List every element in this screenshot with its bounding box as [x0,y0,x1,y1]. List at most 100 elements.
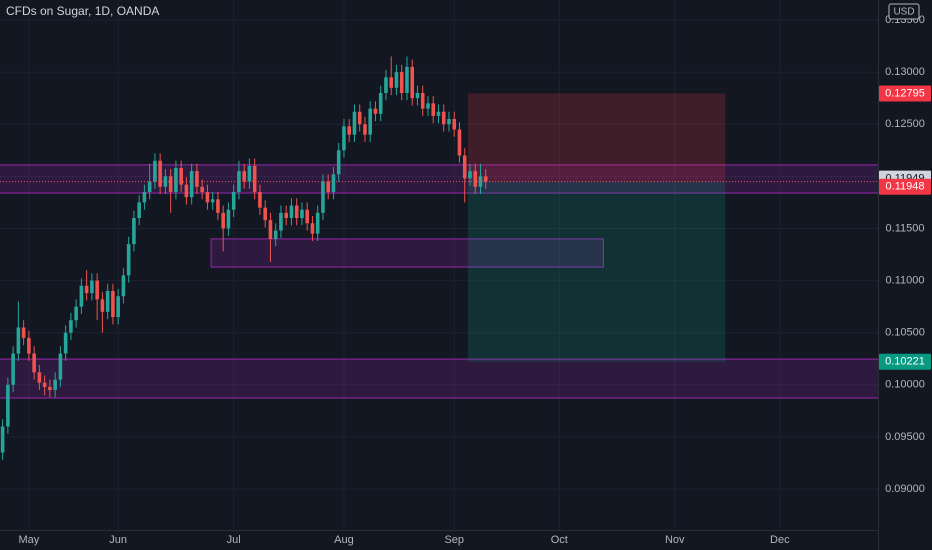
candle-body [420,92,425,109]
x-tick-label: Jul [227,534,241,546]
candle-body [147,181,152,192]
candle-body [84,285,89,294]
candle-body [284,212,288,219]
candle-body [216,199,220,213]
chart-title: CFDs on Sugar, 1D, OANDA [6,4,159,18]
price-label: 0.12795 [885,87,925,99]
candle-body [200,186,204,192]
candle-body [74,306,78,321]
price-label-box [879,353,931,370]
candle-body [252,165,257,192]
currency[interactable]: USD [893,7,914,18]
candle-body [242,171,246,182]
candle-body [116,296,120,318]
candle-body [168,176,173,192]
candle-body [247,165,252,182]
candle-body [336,150,341,175]
x-tick-label: Nov [665,534,685,546]
candle-body [452,119,457,130]
candle-body [184,184,189,198]
y-tick-label: 0.10500 [885,327,925,339]
candle-body [16,327,21,354]
y-tick-label: 0.10000 [885,379,925,391]
candle-body [79,285,84,307]
candle-body [153,160,157,182]
candle-body [0,426,5,453]
price-label: 0.11948 [886,181,925,193]
candle-body [315,212,320,234]
candle-body [441,111,446,125]
candle-body [326,181,330,192]
candle-body [179,168,183,185]
candle-body [189,171,194,198]
candle-body [58,353,63,380]
price-label-box [879,85,931,102]
candle-body [111,291,115,318]
candle-body [221,212,225,229]
candle-body [462,155,467,179]
zone [0,164,878,194]
currency-box[interactable] [888,3,920,20]
candle-body [468,171,472,179]
candle-body [268,220,273,239]
x-tick-label: Oct [551,534,568,546]
candle-body [210,199,215,203]
candle-body [457,129,462,156]
candle-body [389,77,394,88]
x-tick-label: Aug [334,534,354,546]
candle-body [132,218,136,245]
candle-body [305,209,309,224]
candle-body [32,353,36,373]
candle-body [294,205,299,219]
zone [210,238,604,268]
candle-body [373,108,378,114]
candle-body [121,275,126,297]
candle-body [473,171,478,187]
candle-body [48,386,52,391]
candle-body [415,92,420,99]
candle-body [42,382,47,387]
candle-body [137,202,141,219]
candle-body [37,372,42,383]
candle-body [279,212,283,231]
candle-body [352,111,357,135]
candle-body [384,77,388,93]
candle-body [363,124,367,135]
candle-body [431,103,436,116]
candle-body [27,337,31,354]
candle-body [105,291,110,312]
candle-body [447,119,451,125]
candle-body [226,209,231,229]
candle-body [174,168,178,192]
candle-body [342,126,346,151]
candle-body [436,111,441,116]
candle-body [231,191,236,210]
candle-body [321,181,325,213]
candle-body [426,103,430,109]
candle-body [258,191,262,208]
candle-body [483,176,488,182]
candle-body [289,205,294,219]
candle-body [357,111,362,125]
candle-body [126,244,131,276]
candle-body [237,171,241,192]
x-tick-label: Sep [444,534,464,546]
target-zone [467,181,726,362]
candle-body [273,230,278,239]
candle-body [95,280,99,300]
candle-body [310,223,315,234]
candle-body [90,280,94,294]
plot-area [0,56,878,460]
candle-body [399,72,404,93]
y-tick-label: 0.09500 [885,431,925,443]
axes: 0.135000.130000.125000.120000.115000.110… [18,14,931,546]
price-label-box [879,178,931,195]
grid [0,0,878,530]
candle-body [100,299,105,312]
candle-body [53,379,57,391]
candle-body [69,320,73,333]
candle-body [195,171,199,187]
candle-body [263,207,267,221]
